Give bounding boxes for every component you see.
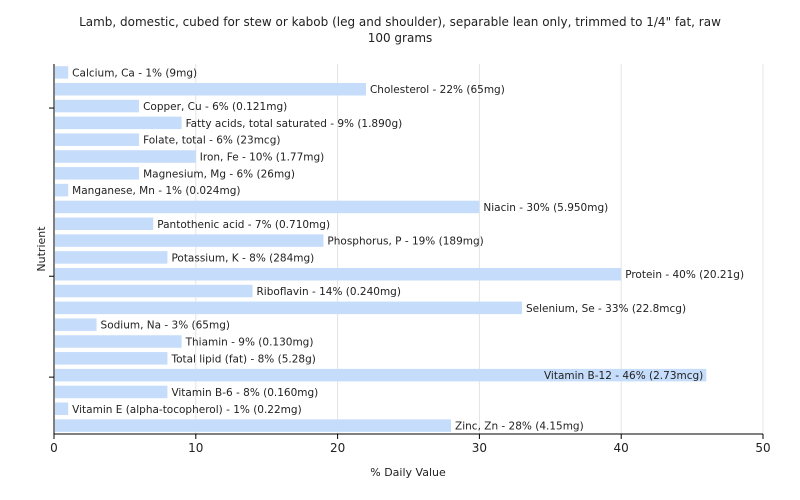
bar <box>55 385 168 399</box>
bar-label: Protein - 40% (20.21g) <box>625 269 744 281</box>
bar-label: Copper, Cu - 6% (0.121mg) <box>143 101 287 113</box>
bar-label: Vitamin B-6 - 8% (0.160mg) <box>171 387 318 399</box>
bar-label: Vitamin E (alpha-tocopherol) - 1% (0.22m… <box>72 404 302 416</box>
y-axis-label: Nutrient <box>35 226 48 272</box>
bar-label: Cholesterol - 22% (65mg) <box>370 84 505 96</box>
x-tick-label: 30 <box>472 441 487 455</box>
x-tick-label: 10 <box>188 441 203 455</box>
bar <box>55 133 140 146</box>
bar <box>55 66 69 79</box>
bar <box>55 99 140 113</box>
x-ticks: 0 10 20 30 40 50 <box>49 107 771 455</box>
x-tick-label: 0 <box>50 441 58 455</box>
bar <box>55 251 168 264</box>
chart-title-line-2: 100 grams <box>367 31 433 45</box>
bar-label: Iron, Fe - 10% (1.77mg) <box>200 152 324 164</box>
bar-label: Potassium, K - 8% (284mg) <box>171 252 314 264</box>
bar <box>55 335 182 348</box>
bar-label: Folate, total - 6% (23mcg) <box>143 135 280 147</box>
bar <box>55 183 69 197</box>
bar-label: Fatty acids, total saturated - 9% (1.890… <box>186 118 403 130</box>
x-tick-label: 40 <box>614 441 629 455</box>
bar <box>55 267 622 281</box>
bar <box>55 200 480 214</box>
x-axis-label: % Daily Value <box>370 466 446 479</box>
x-tick-label: 50 <box>755 441 770 455</box>
bar-label: Thiamin - 9% (0.130mg) <box>185 337 314 349</box>
bar <box>55 167 140 180</box>
bar <box>55 217 154 231</box>
bar-label: Sodium, Na - 3% (65mg) <box>101 320 230 332</box>
bar <box>55 82 366 96</box>
bar <box>55 368 707 382</box>
bar-label: Zinc, Zn - 28% (4.15mg) <box>455 421 584 433</box>
axes <box>53 64 763 435</box>
bar <box>55 150 196 163</box>
bar <box>55 284 253 298</box>
bar-label: Manganese, Mn - 1% (0.024mg) <box>72 185 240 197</box>
chart-title: Lamb, domestic, cubed for stew or kabob … <box>0 14 800 46</box>
bar <box>55 116 182 130</box>
chart-title-line-1: Lamb, domestic, cubed for stew or kabob … <box>79 15 721 29</box>
bar <box>55 352 168 365</box>
bar-label: Total lipid (fat) - 8% (5.28g) <box>170 353 315 365</box>
bar-label: Vitamin B-12 - 46% (2.73mcg) <box>544 370 703 382</box>
bar <box>55 419 452 432</box>
bar <box>55 318 97 331</box>
bar-label: Phosphorus, P - 19% (189mg) <box>327 236 483 248</box>
bar-label: Magnesium, Mg - 6% (26mg) <box>143 168 295 180</box>
bar <box>55 402 69 416</box>
bar-label: Riboflavin - 14% (0.240mg) <box>257 286 401 298</box>
bar <box>55 234 324 247</box>
bar-label: Niacin - 30% (5.950mg) <box>483 202 608 214</box>
bar-label: Calcium, Ca - 1% (9mg) <box>72 67 197 79</box>
bar <box>55 301 522 315</box>
bars: Calcium, Ca - 1% (9mg) Cholesterol - 22% … <box>55 66 744 433</box>
bar-label: Pantothenic acid - 7% (0.710mg) <box>157 219 330 231</box>
bar-label: Selenium, Se - 33% (22.8mcg) <box>526 303 686 315</box>
x-tick-label: 20 <box>330 441 345 455</box>
